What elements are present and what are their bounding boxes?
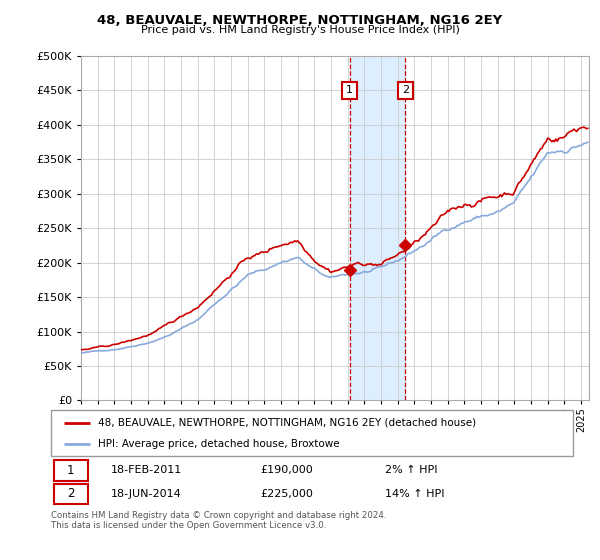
Text: 48, BEAUVALE, NEWTHORPE, NOTTINGHAM, NG16 2EY: 48, BEAUVALE, NEWTHORPE, NOTTINGHAM, NG1… [97,14,503,27]
Text: Contains HM Land Registry data © Crown copyright and database right 2024.
This d: Contains HM Land Registry data © Crown c… [51,511,386,530]
Text: 2: 2 [67,488,74,501]
Text: 18-JUN-2014: 18-JUN-2014 [111,489,182,499]
Text: Price paid vs. HM Land Registry's House Price Index (HPI): Price paid vs. HM Land Registry's House … [140,25,460,35]
Text: 2: 2 [401,86,409,95]
FancyBboxPatch shape [53,484,88,505]
FancyBboxPatch shape [51,410,573,456]
FancyBboxPatch shape [53,460,88,480]
Text: 14% ↑ HPI: 14% ↑ HPI [385,489,445,499]
Text: 1: 1 [67,464,74,477]
Text: 1: 1 [346,86,353,95]
Bar [350,56,405,400]
Text: HPI: Average price, detached house, Broxtowe: HPI: Average price, detached house, Brox… [98,439,340,449]
Text: 2% ↑ HPI: 2% ↑ HPI [385,465,437,475]
Text: 18-FEB-2011: 18-FEB-2011 [111,465,182,475]
Text: £225,000: £225,000 [260,489,313,499]
Text: 48, BEAUVALE, NEWTHORPE, NOTTINGHAM, NG16 2EY (detached house): 48, BEAUVALE, NEWTHORPE, NOTTINGHAM, NG1… [98,418,476,428]
Text: £190,000: £190,000 [260,465,313,475]
